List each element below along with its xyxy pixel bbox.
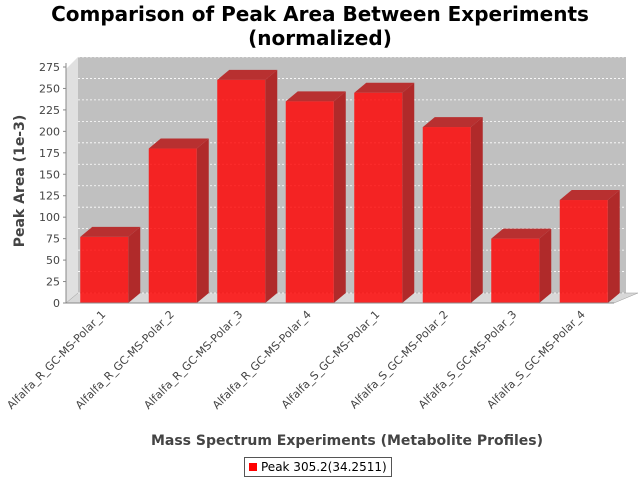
y-tick-label: 225 [39,104,60,117]
bar-top [80,226,141,237]
bar-top [491,228,552,239]
y-tick-label: 175 [39,147,60,160]
bar [491,238,540,303]
bar [422,127,471,303]
y-tick-label: 275 [39,61,60,74]
y-tick-label: 125 [39,190,60,203]
bar [354,92,403,303]
legend: Peak 305.2(34.2511) [244,457,392,477]
legend-label: Peak 305.2(34.2511) [261,460,387,474]
bar-top [217,69,278,80]
bar [217,79,266,303]
y-axis-label: Peak Area (1e-3) [12,115,28,248]
bar [80,236,129,303]
bar-side [402,82,415,303]
y-tick-label: 250 [39,82,60,95]
y-tick-label: 0 [53,297,60,310]
bar-top [422,117,483,128]
y-tick-label: 75 [46,233,60,246]
bar [559,200,608,303]
bar-side [607,190,620,303]
y-tick-label: 50 [46,254,60,267]
bar [148,148,197,303]
chart-title-line-2: (normalized) [248,26,392,50]
y-tick-label: 150 [39,168,60,181]
y-tick-label: 25 [46,276,60,289]
plot-left-wall [66,57,78,303]
chart-title: Comparison of Peak Area Between Experime… [0,2,640,50]
x-axis: Alfalfa_R_GC-MS-Polar_1Alfalfa_R_GC-MS-P… [4,302,614,412]
bar-side [196,138,209,303]
bar-side [333,91,346,303]
bar-top [559,190,620,201]
legend-swatch [249,463,257,471]
bar [285,101,334,303]
bar-side [470,117,483,304]
x-axis-label: Mass Spectrum Experiments (Metabolite Pr… [151,433,543,449]
chart-title-line-1: Comparison of Peak Area Between Experime… [51,2,589,26]
y-tick-label: 100 [39,211,60,224]
y-tick-label: 200 [39,125,60,138]
bar-top [148,138,209,149]
bar-top [354,82,415,93]
bar-top [285,91,346,102]
bars [80,69,620,304]
y-axis: 0 25 50 75 100 125 150 175 200 225 250 275 [39,61,67,310]
bar-side [128,226,141,303]
bar-side [539,228,552,303]
bar-side [265,69,278,303]
